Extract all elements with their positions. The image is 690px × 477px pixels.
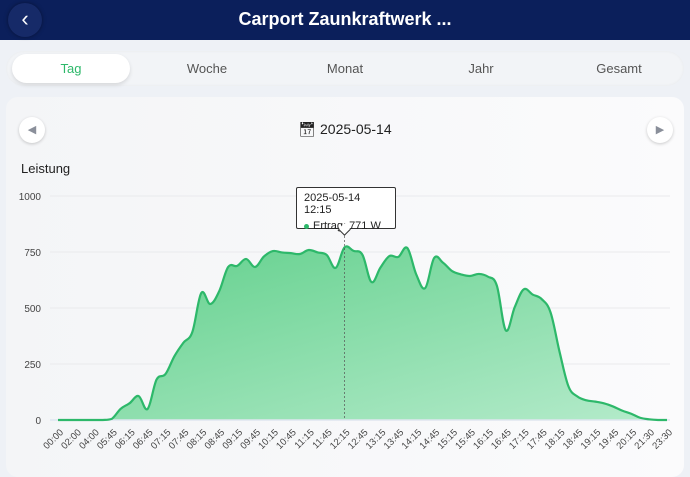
- prev-day-button[interactable]: ◀: [19, 117, 45, 143]
- series-dot-icon: [304, 223, 309, 229]
- power-chart[interactable]: 0250500750100000:0002:0004:0005:4506:150…: [0, 0, 690, 463]
- y-tick-label: 0: [35, 416, 41, 427]
- y-tick-label: 1000: [19, 192, 42, 203]
- triangle-left-icon: ◀: [27, 124, 37, 136]
- tab-gesamt[interactable]: Gesamt: [596, 61, 642, 76]
- x-tick-label: 10:45: [274, 427, 299, 452]
- series-line-ertrag: [57, 245, 667, 422]
- y-axis-title: Leistung: [21, 161, 71, 176]
- chevron-left-icon: ‹: [21, 6, 29, 31]
- tooltip-value: Ertrag: 771 W: [313, 220, 381, 232]
- back-button[interactable]: ‹: [8, 3, 42, 37]
- header: ‹ Carport Zaunkraftwerk ...: [0, 0, 690, 40]
- period-tabs: Tag Woche Monat Jahr Gesamt: [6, 51, 684, 86]
- date-label: 2025-05-14: [320, 121, 392, 137]
- x-tick-label: 11:15: [293, 427, 317, 451]
- tooltip: 2025-05-14 12:15 Ertrag: 771 W: [296, 187, 396, 232]
- tab-woche[interactable]: Woche: [186, 61, 228, 76]
- y-tick-label: 250: [24, 360, 41, 371]
- x-tick-label: 23:30: [650, 427, 675, 452]
- area-fill: [58, 246, 667, 420]
- next-day-button[interactable]: ▶: [647, 117, 673, 143]
- date-selector[interactable]: 📅︎ 2025-05-14: [0, 121, 690, 138]
- page-title: Carport Zaunkraftwerk ...: [238, 9, 452, 29]
- tab-tag[interactable]: Tag: [12, 54, 130, 83]
- y-tick-label: 750: [24, 248, 41, 259]
- tab-jahr[interactable]: Jahr: [468, 61, 494, 76]
- y-tick-label: 500: [24, 304, 41, 315]
- tab-monat[interactable]: Monat: [326, 61, 364, 76]
- triangle-right-icon: ▶: [655, 124, 665, 136]
- calendar-icon: 📅︎: [298, 121, 317, 137]
- tooltip-title: 2025-05-14 12:15: [304, 192, 361, 216]
